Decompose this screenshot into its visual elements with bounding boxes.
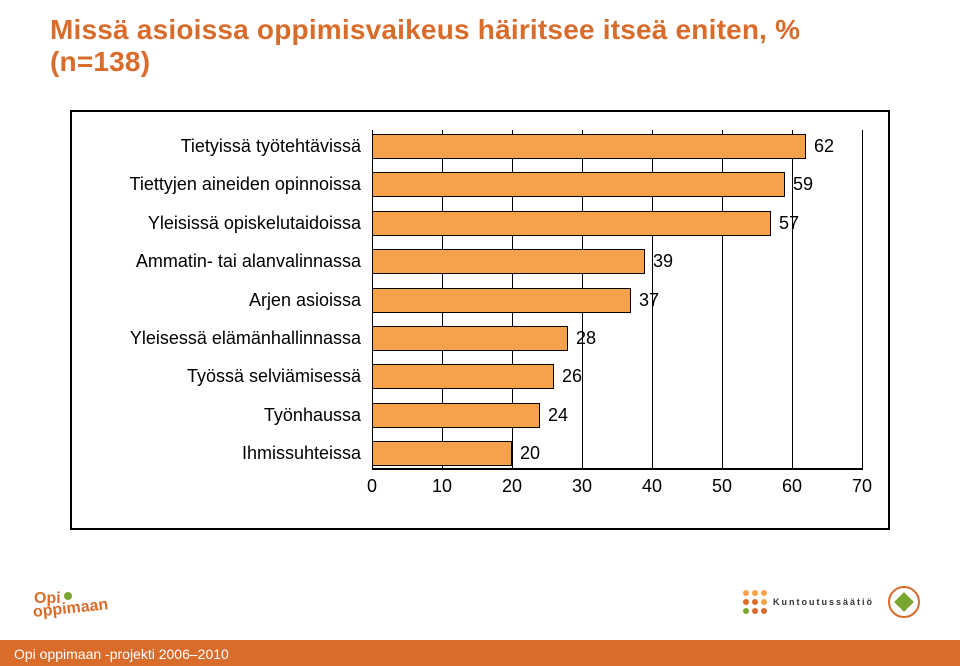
grid-dot-icon xyxy=(752,608,758,614)
bar xyxy=(372,441,512,466)
bar-value-label: 59 xyxy=(793,174,813,195)
bar-value-label: 28 xyxy=(576,328,596,349)
x-tick-label: 10 xyxy=(432,476,452,497)
bar-row: 57 xyxy=(372,211,862,236)
bar-value-label: 57 xyxy=(779,213,799,234)
bar-row: 39 xyxy=(372,249,862,274)
grid-dot-icon xyxy=(743,608,749,614)
logo-dot-icon xyxy=(64,592,72,600)
bar-value-label: 39 xyxy=(653,251,673,272)
x-tick-label: 40 xyxy=(642,476,662,497)
bar xyxy=(372,249,645,274)
grid-dot-icon xyxy=(761,608,767,614)
footer-bar: Opi oppimaan -projekti 2006–2010 xyxy=(0,640,960,666)
gridline xyxy=(862,130,863,470)
cat-label: Tiettyjen aineiden opinnoissa xyxy=(72,172,367,197)
bar-row: 24 xyxy=(372,403,862,428)
footer-text: Opi oppimaan -projekti 2006–2010 xyxy=(14,646,229,662)
kuntoutus-logo: Kuntoutussäätiö xyxy=(743,590,874,614)
x-tick-label: 60 xyxy=(782,476,802,497)
title-line1: Missä asioissa oppimisvaikeus häiritsee … xyxy=(50,14,800,46)
cat-label: Työnhaussa xyxy=(72,403,367,428)
grid-dot-icon xyxy=(752,590,758,596)
x-tick-label: 30 xyxy=(572,476,592,497)
bars: 6259 57 39 37 28 26 24 20 xyxy=(372,130,862,470)
bar xyxy=(372,172,785,197)
bar-row: 59 xyxy=(372,172,862,197)
x-tick-label: 70 xyxy=(852,476,872,497)
chart-title: Missä asioissa oppimisvaikeus häiritsee … xyxy=(50,14,800,78)
cat-label: Yleisessä elämänhallinnassa xyxy=(72,326,367,351)
x-axis-baseline xyxy=(372,468,862,470)
grid-dot-icon xyxy=(761,599,767,605)
grid-dot-icon xyxy=(761,590,767,596)
dots-grid-icon xyxy=(743,590,767,614)
bar-value-label: 26 xyxy=(562,366,582,387)
right-logos: Kuntoutussäätiö xyxy=(743,586,920,618)
bar-value-label: 20 xyxy=(520,443,540,464)
cat-label: Ammatin- tai alanvalinnassa xyxy=(72,249,367,274)
grid-dot-icon xyxy=(743,590,749,596)
bar-row: 37 xyxy=(372,288,862,313)
bar xyxy=(372,288,631,313)
bar xyxy=(372,403,540,428)
bar xyxy=(372,326,568,351)
x-axis-ticks: 010203040506070 xyxy=(372,474,862,502)
cat-label: Ihmissuhteissa xyxy=(72,441,367,466)
bar-value-label: 62 xyxy=(814,136,834,157)
cat-label: Yleisissä opiskelutaidoissa xyxy=(72,211,367,236)
plot-area: 6259 57 39 37 28 26 24 20 xyxy=(372,130,862,470)
bar-value-label: 37 xyxy=(639,290,659,311)
x-tick-label: 0 xyxy=(367,476,377,497)
bar-value-label: 24 xyxy=(548,405,568,426)
grid-dot-icon xyxy=(743,599,749,605)
category-labels: Tietyissä työtehtävissä Tiettyjen aineid… xyxy=(72,130,367,470)
x-tick-label: 50 xyxy=(712,476,732,497)
bar xyxy=(372,211,771,236)
opi-oppimaan-logo: Opi oppimaan xyxy=(34,590,110,622)
seal-icon xyxy=(888,586,920,618)
kuntoutus-text: Kuntoutussäätiö xyxy=(773,597,874,607)
grid-dot-icon xyxy=(752,599,758,605)
x-tick-label: 20 xyxy=(502,476,522,497)
cat-label: Työssä selviämisessä xyxy=(72,364,367,389)
bar xyxy=(372,364,554,389)
title-line2: (n=138) xyxy=(50,46,800,78)
bar-row: 28 xyxy=(372,326,862,351)
cat-label: Arjen asioissa xyxy=(72,288,367,313)
bar-row: 26 xyxy=(372,364,862,389)
chart-container: Tietyissä työtehtävissä Tiettyjen aineid… xyxy=(70,110,890,530)
bar xyxy=(372,134,806,159)
page: Missä asioissa oppimisvaikeus häiritsee … xyxy=(0,0,960,666)
bar-row: 62 xyxy=(372,134,862,159)
cat-label: Tietyissä työtehtävissä xyxy=(72,134,367,159)
bar-row: 20 xyxy=(372,441,862,466)
